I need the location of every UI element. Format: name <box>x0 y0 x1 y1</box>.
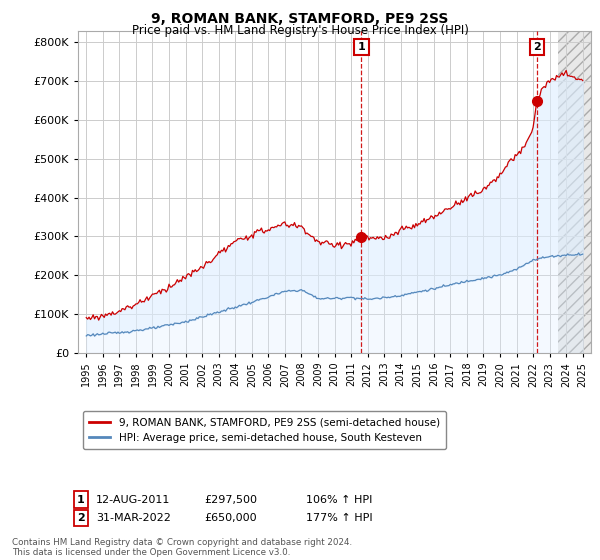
Text: Contains HM Land Registry data © Crown copyright and database right 2024.
This d: Contains HM Land Registry data © Crown c… <box>12 538 352 557</box>
Text: 31-MAR-2022: 31-MAR-2022 <box>96 513 171 523</box>
Text: 2: 2 <box>77 513 85 523</box>
Text: 106% ↑ HPI: 106% ↑ HPI <box>306 494 373 505</box>
Bar <box>558 31 591 353</box>
Text: 177% ↑ HPI: 177% ↑ HPI <box>306 513 373 523</box>
Text: 9, ROMAN BANK, STAMFORD, PE9 2SS: 9, ROMAN BANK, STAMFORD, PE9 2SS <box>151 12 449 26</box>
Text: 1: 1 <box>358 42 365 52</box>
Text: Price paid vs. HM Land Registry's House Price Index (HPI): Price paid vs. HM Land Registry's House … <box>131 24 469 36</box>
Text: £297,500: £297,500 <box>204 494 257 505</box>
Text: 1: 1 <box>77 494 85 505</box>
Text: 12-AUG-2011: 12-AUG-2011 <box>96 494 170 505</box>
Text: £650,000: £650,000 <box>204 513 257 523</box>
Legend: 9, ROMAN BANK, STAMFORD, PE9 2SS (semi-detached house), HPI: Average price, semi: 9, ROMAN BANK, STAMFORD, PE9 2SS (semi-d… <box>83 411 446 449</box>
Text: 2: 2 <box>533 42 541 52</box>
